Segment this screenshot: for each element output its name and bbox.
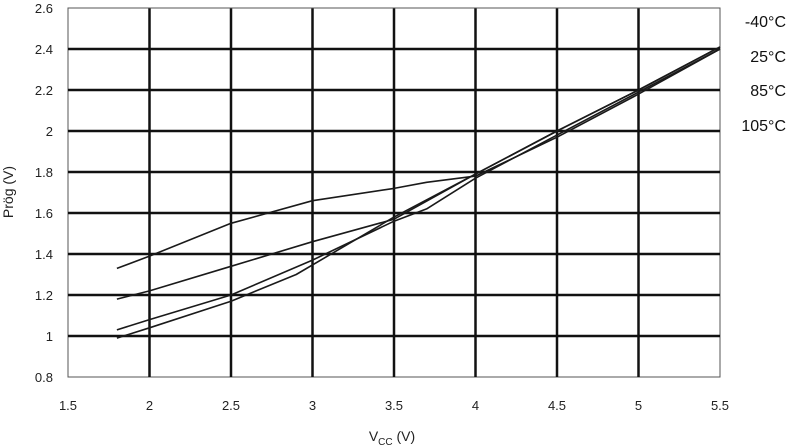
x-tick-label: 4.5 [548,398,566,413]
series-label: 25°C [750,49,786,66]
y-tick-label: 2.6 [35,1,53,16]
x-axis-label-main: V [369,428,379,444]
y-tick-label: 1 [46,329,53,344]
x-axis-label: VCC (V) [369,428,415,447]
x-axis-label-unit: (V) [393,428,416,444]
series-label: 105°C [741,118,786,135]
x-tick-label: 5 [635,398,642,413]
x-tick-label: 2.5 [222,398,240,413]
y-tick-label: 0.8 [35,370,53,385]
x-tick-label: 1.5 [59,398,77,413]
x-tick-label: 4 [472,398,479,413]
series-line [116,48,721,270]
y-tick-labels: 0.8 1 1.2 1.4 1.6 1.8 2 2.2 2.4 2.6 [35,1,53,385]
x-tick-label: 3.5 [385,398,403,413]
x-tick-labels: 1.5 2 2.5 3 3.5 4 4.5 5 5.5 [59,398,729,413]
series-labels: -40°C 25°C 85°C 105°C [741,14,786,135]
x-axis-label-sub: CC [378,437,392,447]
y-tick-label: 1.2 [35,288,53,303]
series-line [116,46,721,339]
series-label: -40°C [745,14,786,31]
grid [67,7,721,378]
y-tick-label: 1.8 [35,165,53,180]
x-tick-label: 3 [309,398,316,413]
y-tick-label: 1.4 [35,247,53,262]
x-tick-label: 5.5 [711,398,729,413]
x-tick-label: 2 [146,398,153,413]
y-tick-label: 2 [46,124,53,139]
y-tick-label: 1.6 [35,206,53,221]
y-tick-label: 2.2 [35,83,53,98]
series-line [116,48,721,331]
y-tick-label: 2.4 [35,42,53,57]
series-label: 85°C [750,83,786,100]
y-axis-label: Prög (V) [0,166,16,218]
series-lines [116,46,721,339]
